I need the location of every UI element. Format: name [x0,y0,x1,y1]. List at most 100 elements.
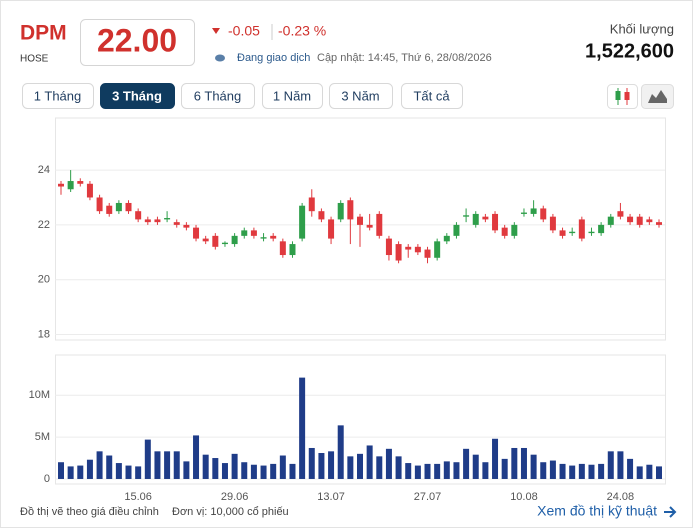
candle-body [289,244,296,256]
volume-bar [414,465,421,479]
volume-bar [443,461,450,479]
down-arrow [212,28,220,34]
candle-body [299,205,306,239]
tab-label[interactable]: 1 Tháng [34,88,81,103]
volume-plot [55,354,666,485]
volume-bar [77,465,84,479]
volume-bar [270,463,277,479]
tab[interactable] [329,83,393,109]
volume-bar [569,465,576,479]
volume-bar [221,463,228,479]
candle-body [241,230,248,236]
candle-body [260,237,267,239]
candle-body [414,246,421,253]
tab-label[interactable]: 3 Tháng [112,88,162,103]
candle-body [77,181,84,184]
volume-bar [627,458,634,479]
candle-body [96,197,103,212]
volume-bar [395,456,402,479]
candle-body [308,197,315,212]
volume-bar [347,456,354,479]
volume-bar [337,425,344,479]
x-tick-label: 10.08 [510,491,538,503]
volume-bar [299,377,306,479]
candle-body [337,202,344,220]
candle-body [598,224,605,234]
price-box [80,19,195,66]
tab[interactable] [401,83,463,109]
x-tick-label: 27.07 [414,491,442,503]
volume-bar [193,435,200,479]
candle-body [279,241,286,256]
volume-bar [328,451,335,479]
volume-bar [366,445,373,479]
status-dot [215,54,225,62]
candle-body [193,227,200,239]
candle-body [318,211,325,220]
tab[interactable] [181,83,255,109]
candle-body [183,224,190,228]
volume-bar [67,466,74,479]
candle-body [578,219,585,239]
tab-label[interactable]: 1 Năm [273,88,311,103]
candle-body [366,224,373,228]
volume-bar [289,463,296,479]
volume-bar [588,464,595,479]
volume-bar [559,463,566,479]
candle-body [656,222,662,225]
candle-body [530,208,537,214]
candle-body [636,216,643,225]
candle-body [115,202,122,212]
candle-body [443,235,450,242]
y-tick-label: 18 [38,328,50,340]
volume-bar [530,454,537,479]
volume-label: Khối lượng [610,21,674,36]
tab-label[interactable]: Tất cả [413,88,450,103]
volume-bar [607,451,614,479]
footer-unit: Đơn vị: 10,000 cổ phiếu [172,506,289,518]
volume-bar [511,447,518,479]
candle-body [434,241,441,258]
candle-body [144,219,151,223]
candle-body [67,181,74,190]
candle-body [511,224,518,236]
price: 22.00 [97,22,177,58]
candle-body [627,216,634,223]
y-tick-label: 24 [38,164,50,176]
volume-bar [520,447,527,479]
volume-bar [646,464,653,479]
volume-bar [260,465,267,479]
volume-bar [279,455,286,479]
candle-body [328,219,335,239]
change: -0.05 [228,23,260,39]
tab[interactable] [262,83,323,109]
icon [624,92,630,100]
candle-body [395,244,402,261]
volume-bar [463,448,470,479]
footer-note: Đồ thị vẽ theo giá điều chỉnh [20,506,159,518]
volume-bar [540,462,547,479]
tabs: 1 Tháng 3 Tháng 6 Tháng 1 Năm 3 Năm Tất cả [22,83,463,109]
volume-bar [501,458,508,479]
tab[interactable] [22,83,94,109]
candle-body [463,215,470,217]
volume-total: 1,522,600 [585,40,674,62]
candle-button[interactable] [607,84,638,109]
candle-body [135,211,142,220]
volume-bar [202,454,209,479]
candle-body [607,216,614,225]
volume-bar [125,465,132,479]
volume-bar [173,451,180,479]
tab-label[interactable]: 6 Tháng [194,88,241,103]
candle-body [231,235,238,245]
candle-body [58,183,64,187]
volume-bar [318,453,325,479]
candle-body [646,219,653,223]
icon [615,91,621,100]
candle-body [173,222,180,225]
tab[interactable] [100,83,175,109]
tab-label[interactable]: 3 Năm [341,88,379,103]
technical-link[interactable]: Xem đồ thị kỹ thuật [537,503,657,519]
candle-body [357,216,363,225]
